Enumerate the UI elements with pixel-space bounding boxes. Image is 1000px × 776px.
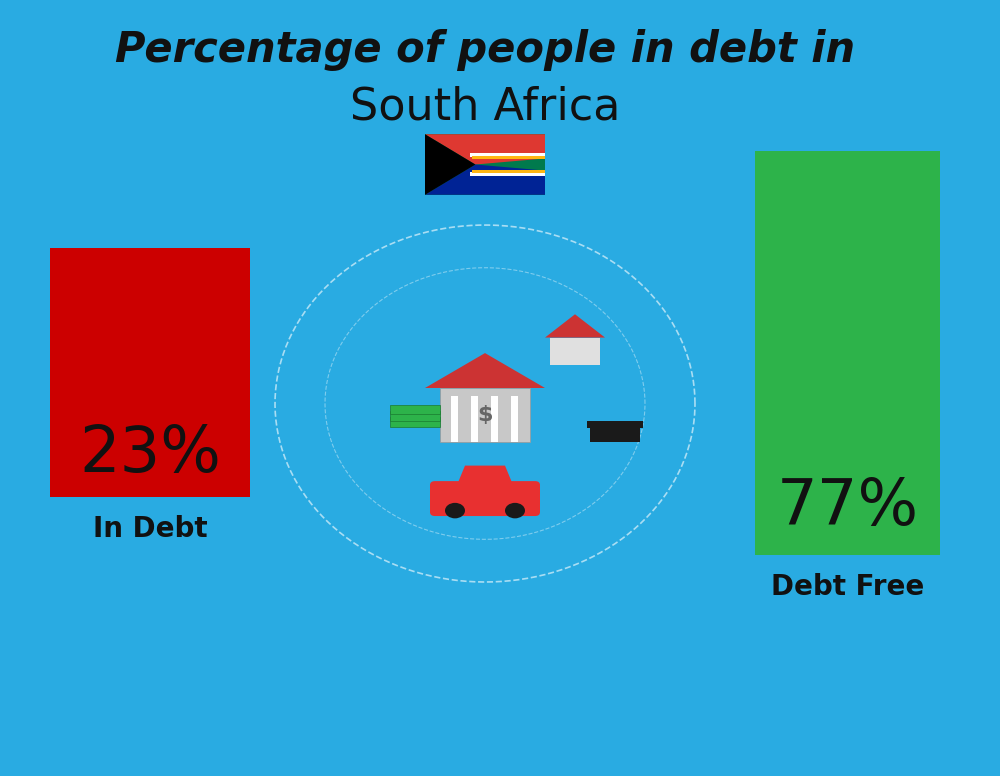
Circle shape [505, 503, 525, 518]
Polygon shape [425, 165, 545, 195]
FancyBboxPatch shape [390, 405, 440, 414]
Text: 77%: 77% [776, 476, 919, 538]
FancyBboxPatch shape [471, 396, 478, 442]
Polygon shape [587, 421, 643, 428]
Circle shape [445, 503, 465, 518]
Text: $: $ [477, 405, 493, 425]
FancyBboxPatch shape [470, 171, 545, 176]
FancyBboxPatch shape [451, 396, 458, 442]
FancyBboxPatch shape [472, 170, 545, 174]
FancyBboxPatch shape [390, 417, 440, 427]
Polygon shape [425, 353, 545, 388]
Text: In Debt: In Debt [93, 515, 207, 543]
FancyBboxPatch shape [491, 396, 498, 442]
Text: Percentage of people in debt in: Percentage of people in debt in [115, 29, 855, 71]
Text: South Africa: South Africa [350, 85, 620, 129]
Polygon shape [425, 134, 545, 165]
FancyBboxPatch shape [440, 388, 530, 442]
FancyBboxPatch shape [390, 411, 440, 421]
Text: Debt Free: Debt Free [771, 573, 924, 601]
FancyBboxPatch shape [472, 155, 545, 159]
FancyBboxPatch shape [755, 151, 940, 555]
FancyBboxPatch shape [550, 338, 600, 365]
FancyBboxPatch shape [511, 396, 518, 442]
Polygon shape [457, 466, 513, 485]
Polygon shape [545, 314, 605, 338]
FancyBboxPatch shape [50, 248, 250, 497]
FancyBboxPatch shape [470, 153, 545, 158]
FancyBboxPatch shape [590, 428, 640, 442]
FancyBboxPatch shape [430, 481, 540, 516]
FancyBboxPatch shape [425, 134, 545, 195]
Polygon shape [425, 134, 475, 195]
Text: 23%: 23% [79, 423, 221, 485]
